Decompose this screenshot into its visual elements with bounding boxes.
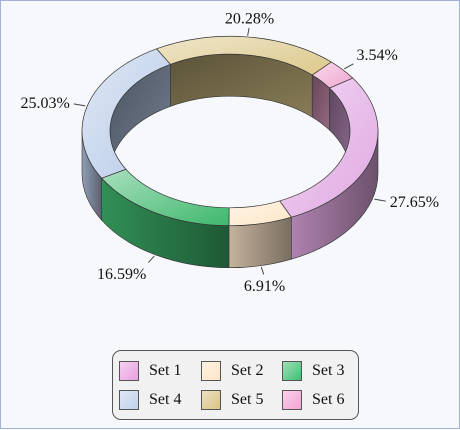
legend-swatch-set-1 — [119, 361, 139, 381]
label-leader-3 — [147, 255, 155, 263]
legend-swatch-set-6 — [282, 390, 302, 410]
legend-swatch-set-4 — [119, 390, 139, 410]
legend-item-set-2: Set 2 — [201, 360, 263, 382]
legend-label-set-2: Set 2 — [231, 362, 264, 379]
slice-label-5: 20.28% — [225, 11, 274, 28]
legend-label-set-5: Set 5 — [231, 391, 264, 408]
legend: Set 1 Set 2 Set 3 Set 4 Set 5 Set 6 — [112, 350, 359, 420]
legend-swatch-set-2 — [201, 361, 221, 381]
legend-label-set-3: Set 3 — [312, 362, 345, 379]
legend-label-set-1: Set 1 — [149, 362, 182, 379]
label-leader-5 — [247, 27, 250, 36]
donut-slice-6 — [311, 61, 354, 89]
slice-label-4: 25.03% — [20, 95, 69, 112]
label-leader-1 — [374, 198, 386, 202]
label-leader-4 — [73, 103, 86, 107]
label-leader-2 — [260, 266, 265, 275]
legend-item-set-5: Set 5 — [201, 389, 263, 411]
label-leader-6 — [344, 63, 354, 70]
slice-label-6: 3.54% — [356, 47, 397, 64]
slice-label-2: 6.91% — [244, 278, 285, 295]
legend-item-set-4: Set 4 — [119, 389, 181, 411]
legend-label-set-4: Set 4 — [149, 391, 182, 408]
legend-label-set-6: Set 6 — [312, 391, 345, 408]
slice-label-1: 27.65% — [390, 194, 439, 211]
legend-item-set-3: Set 3 — [282, 360, 344, 382]
legend-item-set-1: Set 1 — [119, 360, 181, 382]
legend-item-set-6: Set 6 — [282, 389, 344, 411]
legend-swatch-set-3 — [282, 361, 302, 381]
legend-swatch-set-5 — [201, 390, 221, 410]
slice-label-3: 16.59% — [97, 266, 146, 283]
